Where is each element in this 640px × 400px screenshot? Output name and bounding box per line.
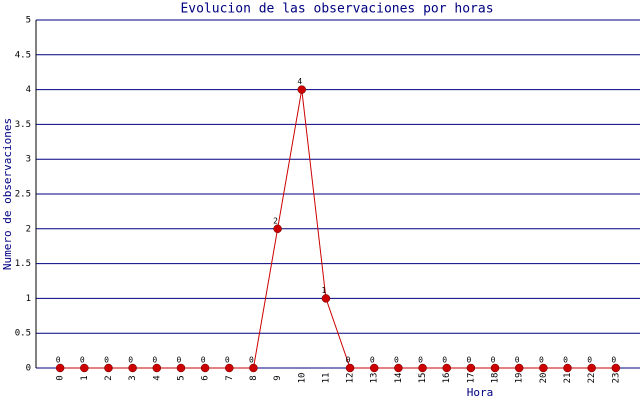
data-label: 0	[80, 356, 85, 365]
y-axis-label: Numero de observaciones	[1, 118, 14, 270]
data-point	[273, 224, 282, 234]
x-tick-label: 17	[466, 373, 476, 384]
data-label: 0	[515, 356, 520, 365]
x-tick-label: 20	[539, 373, 549, 384]
y-tick-label: 0	[26, 364, 31, 374]
x-tick-label: 11	[321, 373, 331, 384]
x-tick-label: 14	[394, 373, 404, 384]
data-point	[490, 363, 500, 373]
data-label: 0	[442, 356, 447, 365]
data-point	[249, 363, 258, 373]
data-point	[225, 363, 234, 373]
data-point	[563, 363, 572, 373]
data-label: 0	[346, 356, 351, 365]
x-tick-label: 5	[176, 375, 186, 380]
data-point	[369, 363, 379, 373]
data-label: 0	[466, 356, 471, 365]
data-label: 4	[297, 77, 302, 86]
data-label: 0	[587, 356, 592, 365]
data-label: 0	[394, 356, 399, 365]
data-point	[152, 363, 162, 373]
y-tick-label: 1	[26, 294, 31, 304]
data-point	[539, 363, 548, 373]
x-tick-label: 13	[370, 373, 380, 384]
data-label: 0	[249, 356, 254, 365]
data-point	[321, 294, 331, 303]
x-tick-label: 7	[225, 375, 235, 380]
data-label: 0	[539, 356, 544, 365]
x-tick-label: 18	[491, 373, 501, 384]
x-tick-label: 8	[249, 375, 259, 380]
data-label: 0	[491, 356, 496, 365]
data-label: 0	[225, 356, 230, 365]
y-tick-label: 3	[26, 155, 31, 165]
x-tick-label: 12	[346, 373, 356, 384]
data-label: 0	[418, 356, 423, 365]
data-label: 0	[563, 356, 568, 365]
chart-title: Evolucion de las observaciones por horas	[180, 2, 493, 17]
data-label: 0	[56, 356, 61, 365]
y-tick-label: 3.5	[15, 120, 31, 130]
data-label: 0	[152, 356, 157, 365]
x-tick-label: 19	[515, 373, 525, 384]
y-tick-label: 1.5	[15, 259, 31, 269]
x-tick-label: 23	[611, 373, 621, 384]
y-tick-label: 0.5	[15, 329, 31, 339]
data-point	[611, 363, 621, 373]
data-label: 2	[273, 216, 278, 225]
data-label: 0	[611, 356, 616, 365]
data-point	[418, 363, 427, 373]
data-point	[466, 363, 476, 373]
x-tick-label: 21	[563, 373, 573, 384]
x-axis-label: Hora	[467, 386, 494, 399]
data-point	[128, 363, 137, 373]
data-point	[55, 363, 65, 373]
data-point	[514, 363, 524, 373]
x-tick-label: 16	[442, 373, 452, 384]
y-tick-label: 2.5	[15, 190, 31, 200]
x-tick-label: 9	[273, 375, 283, 380]
x-tick-label: 10	[297, 373, 307, 384]
data-point	[442, 363, 451, 373]
data-point	[394, 363, 403, 373]
data-point	[587, 363, 596, 373]
x-tick-label: 15	[418, 373, 428, 384]
y-tick-label: 5	[26, 16, 31, 26]
data-point	[200, 363, 210, 373]
data-label: 0	[177, 356, 182, 365]
x-tick-label: 3	[128, 375, 138, 380]
data-point	[80, 363, 89, 373]
data-label: 1	[322, 286, 327, 295]
data-label: 0	[104, 356, 109, 365]
x-tick-label: 22	[587, 373, 597, 384]
x-tick-label: 1	[80, 375, 90, 380]
x-tick-label: 0	[56, 375, 66, 380]
data-point	[176, 363, 186, 373]
x-tick-label: 4	[152, 375, 162, 380]
data-point	[104, 363, 113, 373]
data-label: 0	[128, 356, 133, 365]
y-tick-label: 4	[26, 85, 31, 95]
y-tick-label: 4.5	[15, 50, 31, 60]
x-tick-label: 6	[201, 375, 211, 380]
x-tick-label: 2	[104, 375, 114, 380]
data-label: 0	[201, 356, 206, 365]
y-tick-label: 2	[26, 224, 31, 234]
data-label: 0	[370, 356, 375, 365]
data-point	[345, 363, 355, 373]
data-point	[297, 85, 307, 94]
